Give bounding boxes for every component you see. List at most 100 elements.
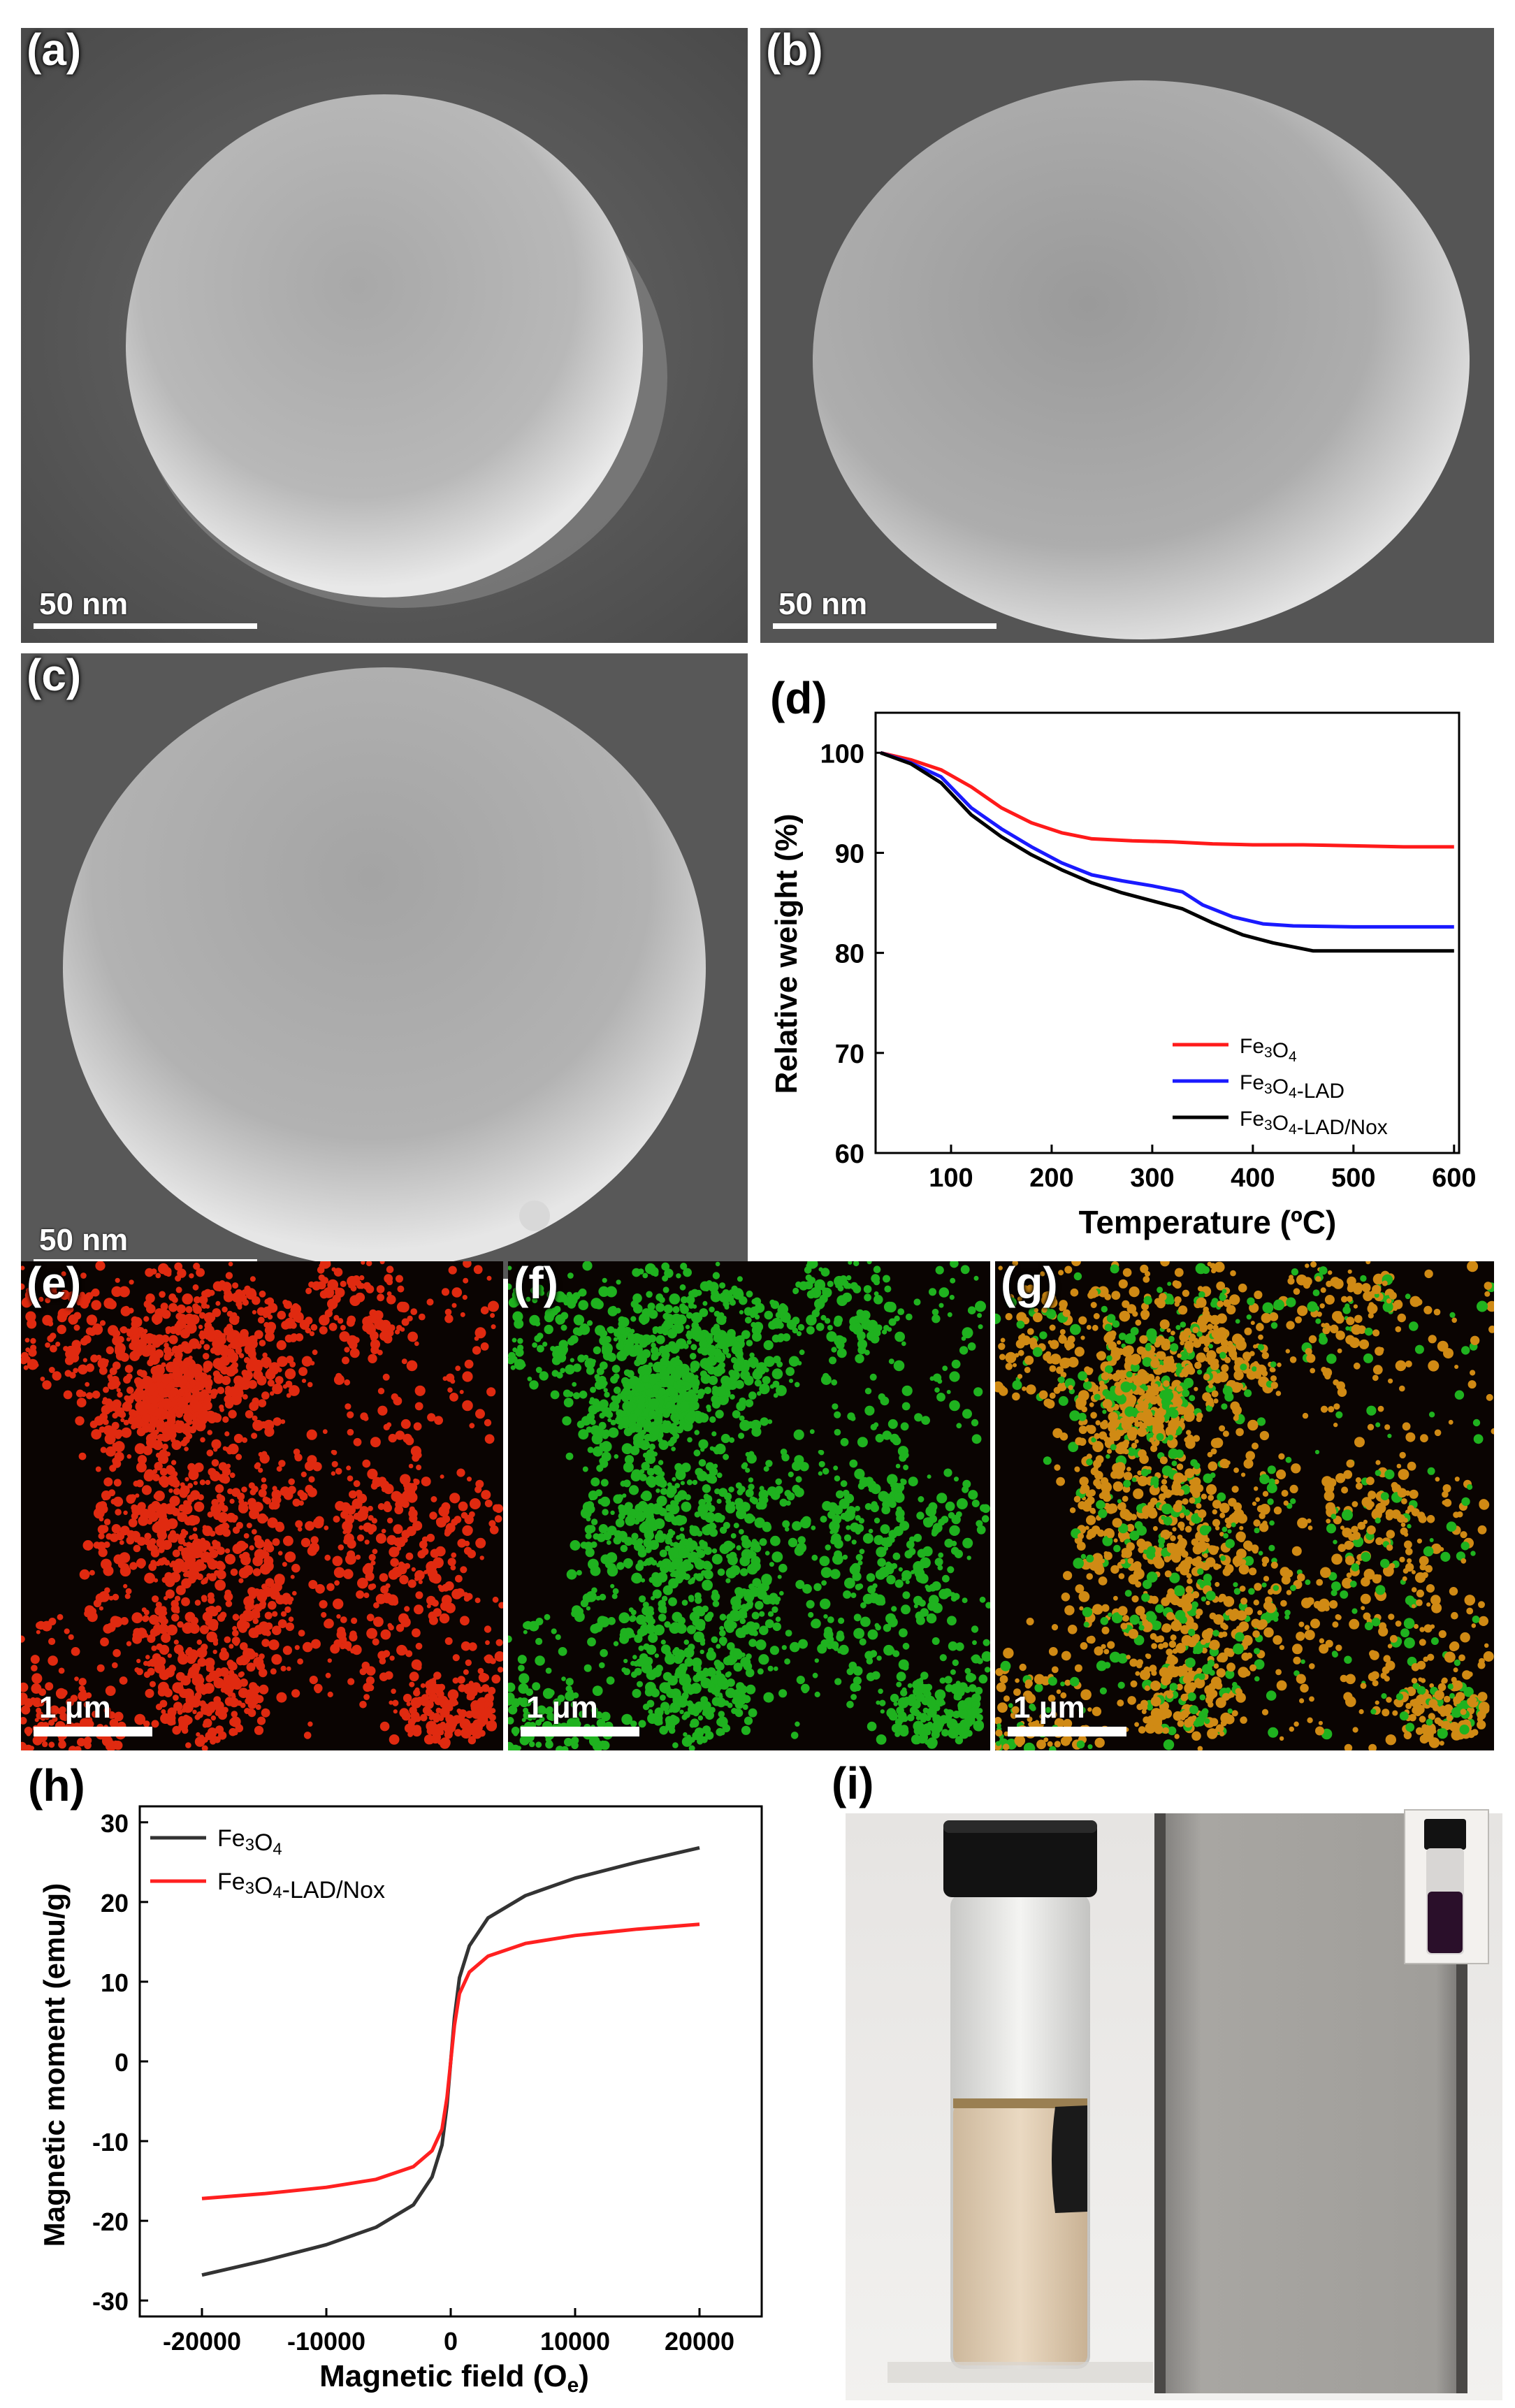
eds-dot <box>811 1619 820 1629</box>
eds-dot <box>761 1575 772 1586</box>
eds-dot <box>874 1535 884 1545</box>
eds-dot <box>824 1318 831 1324</box>
eds-dot <box>280 1665 287 1671</box>
eds-dot <box>123 1305 130 1313</box>
eds-dot <box>883 1275 890 1283</box>
eds-dot <box>154 1375 163 1383</box>
eds-dot <box>198 1333 203 1337</box>
eds-dot <box>602 1433 609 1439</box>
eds-dot <box>147 1511 159 1522</box>
eds-dot <box>1368 1743 1377 1750</box>
eds-dot <box>648 1335 657 1343</box>
eds-dot <box>491 1324 496 1330</box>
eds-dot <box>573 1720 581 1728</box>
eds-dot <box>672 1477 676 1481</box>
eds-dot <box>900 1478 905 1484</box>
eds-dot <box>382 1650 391 1658</box>
eds-dot <box>838 1617 845 1624</box>
eds-dot <box>413 1422 422 1431</box>
eds-dot <box>688 1595 695 1601</box>
eds-dot <box>403 1693 412 1703</box>
eds-dot <box>734 1497 744 1507</box>
eds-dot <box>292 1498 300 1507</box>
eds-dot <box>901 1402 911 1411</box>
eds-dot <box>202 1703 210 1711</box>
eds-dot <box>831 1379 838 1386</box>
eds-dot <box>583 1664 592 1672</box>
eds-dot <box>488 1520 496 1528</box>
eds-dot <box>82 1358 87 1363</box>
eds-dot <box>915 1572 927 1583</box>
eds-dot <box>349 1630 357 1638</box>
eds-dot <box>120 1617 129 1625</box>
eds-dot <box>290 1304 302 1315</box>
eds-dot <box>613 1536 622 1545</box>
eds-dot <box>261 1391 270 1400</box>
eds-dot <box>714 1691 720 1697</box>
eds-dot <box>644 1532 650 1537</box>
eds-dot <box>428 1572 440 1583</box>
eds-dot <box>181 1503 193 1515</box>
eds-dot <box>860 1602 867 1609</box>
panel-label-d: (d) <box>770 673 827 723</box>
eds-dot <box>684 1658 694 1667</box>
eds-dot <box>272 1625 282 1635</box>
eds-dot <box>347 1678 355 1685</box>
eds-dot <box>112 1662 118 1669</box>
eds-dot <box>152 1595 159 1603</box>
eds-dot <box>844 1577 855 1589</box>
eds-dot <box>224 1592 233 1602</box>
eds-dot <box>216 1493 222 1500</box>
eds-dot <box>830 1569 841 1579</box>
eds-dot <box>622 1387 631 1396</box>
eds-dot <box>834 1428 841 1436</box>
eds-dot <box>465 1711 474 1719</box>
eds-dot <box>319 1290 328 1299</box>
sem-panel-b: (b) 50 nm <box>760 28 1494 643</box>
eds-dot <box>428 1692 438 1702</box>
eds-dot <box>248 1352 253 1358</box>
eds-dot <box>883 1644 894 1656</box>
eds-dot <box>180 1675 191 1686</box>
eds-dot <box>905 1313 913 1321</box>
eds-dot <box>137 1455 147 1465</box>
eds-dot <box>703 1493 709 1500</box>
eds-dot <box>1403 1731 1412 1740</box>
eds-dot <box>681 1600 688 1606</box>
eds-dot <box>713 1448 720 1455</box>
eds-dot <box>1049 1746 1057 1750</box>
eds-dot <box>259 1290 266 1298</box>
eds-dot <box>303 1732 312 1739</box>
eds-dot <box>310 1323 318 1331</box>
eds-dot <box>657 1535 665 1543</box>
eds-dot <box>570 1701 578 1709</box>
eds-dot <box>259 1453 270 1464</box>
eds-dot <box>139 1370 147 1378</box>
eds-dot <box>202 1353 210 1360</box>
eds-dot <box>725 1544 732 1551</box>
eds-dot <box>318 1274 325 1282</box>
eds-dot <box>778 1689 788 1698</box>
eds-dot <box>551 1628 557 1634</box>
eds-dot <box>124 1430 129 1435</box>
eds-dot <box>347 1275 358 1287</box>
eds-dot <box>288 1478 296 1486</box>
eds-dot <box>886 1574 896 1585</box>
eds-dot <box>781 1645 787 1651</box>
eds-dot <box>535 1655 545 1666</box>
eds-dot <box>997 1702 1008 1713</box>
eds-dot <box>291 1563 300 1573</box>
eds-dot <box>134 1538 139 1543</box>
eds-dot <box>686 1412 696 1422</box>
eds-dot <box>113 1479 122 1487</box>
eds-dot <box>98 1532 105 1539</box>
eds-dot <box>596 1718 606 1728</box>
eds-dot <box>238 1671 244 1678</box>
eds-dot <box>867 1331 876 1341</box>
eds-dot <box>245 1697 252 1704</box>
eds-dot <box>495 1639 503 1646</box>
eds-dot <box>646 1606 654 1613</box>
eds-dot <box>112 1361 121 1370</box>
eds-dot <box>444 1314 454 1323</box>
eds-dot <box>771 1551 783 1562</box>
